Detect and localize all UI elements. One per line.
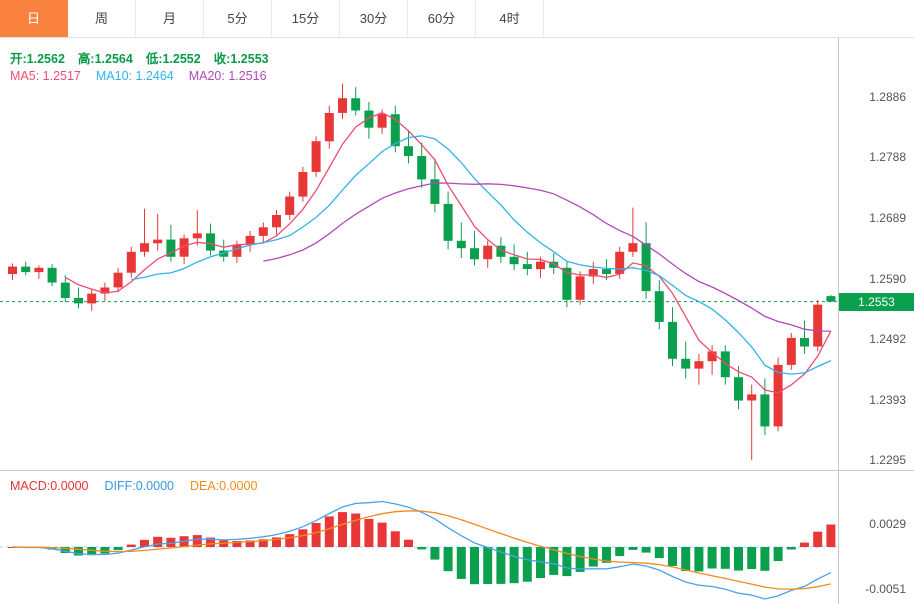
tab-60min[interactable]: 60分 [408, 0, 476, 37]
tab-month[interactable]: 月 [136, 0, 204, 37]
macd-axis: 0.0029 -0.0051 [838, 471, 914, 604]
macd-axis-tick-top: 0.0029 [869, 517, 906, 531]
price-axis: 1.2886 1.2788 1.2689 1.2590 1.2492 1.2393 1.22… [838, 38, 914, 470]
macd-axis-tick-bottom: -0.0051 [865, 582, 906, 596]
ohlc-high: 高:1.2564 [77, 52, 133, 66]
ohlc-readout: 开:1.2562 高:1.2564 低:1.2552 收:1.2553 [10, 48, 282, 67]
candlestick-chart[interactable] [0, 38, 838, 470]
tab-day[interactable]: 日 [0, 0, 68, 37]
price-tick: 1.2886 [869, 90, 906, 104]
dea-value: DEA:0.0000 [190, 479, 258, 493]
price-tick: 1.2590 [869, 272, 906, 286]
price-tick: 1.2788 [869, 150, 906, 164]
price-tick: 1.2295 [869, 453, 906, 467]
timeframe-tabbar: 日 周 月 5分 15分 30分 60分 4时 [0, 0, 914, 38]
ma-readout: MA5: 1.2517 MA10: 1.2464 MA20: 1.2516 [10, 69, 282, 83]
price-tick: 1.2689 [869, 211, 906, 225]
diff-value: DIFF:0.0000 [104, 479, 174, 493]
ohlc-close: 收:1.2553 [213, 52, 269, 66]
tab-30min[interactable]: 30分 [340, 0, 408, 37]
price-tick: 1.2492 [869, 332, 906, 346]
ma5-value: MA5: 1.2517 [10, 69, 81, 83]
macd-value: MACD:0.0000 [10, 479, 89, 493]
tab-week[interactable]: 周 [68, 0, 136, 37]
macd-readout: MACD:0.0000 DIFF:0.0000 DEA:0.0000 [10, 479, 273, 493]
ohlc-low: 低:1.2552 [145, 52, 201, 66]
macd-panel: MACD:0.0000 DIFF:0.0000 DEA:0.0000 0.0029 … [0, 470, 914, 604]
last-price-badge: 1.2553 [839, 293, 914, 311]
tab-15min[interactable]: 15分 [272, 0, 340, 37]
candlestick-panel: 开:1.2562 高:1.2564 低:1.2552 收:1.2553 MA5: 1.… [0, 38, 914, 470]
price-tick: 1.2393 [869, 393, 906, 407]
tab-4hour[interactable]: 4时 [476, 0, 544, 37]
tab-5min[interactable]: 5分 [204, 0, 272, 37]
ma20-value: MA20: 1.2516 [188, 69, 267, 83]
ohlc-open: 开:1.2562 [10, 52, 65, 66]
ma10-value: MA10: 1.2464 [95, 69, 174, 83]
macd-chart[interactable] [0, 471, 838, 604]
